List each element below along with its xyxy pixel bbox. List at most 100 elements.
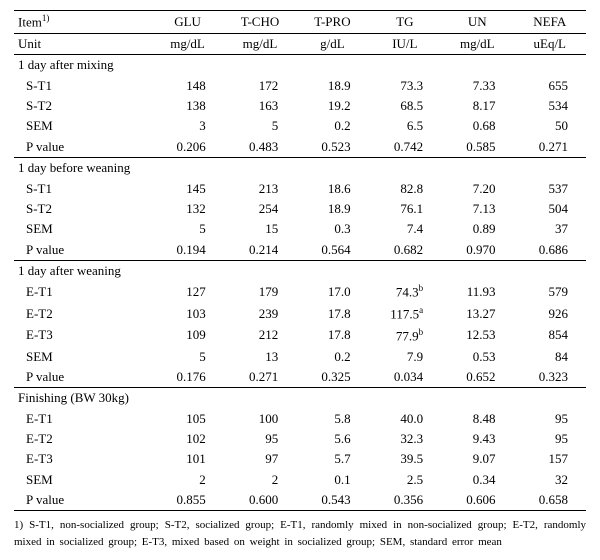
value-cell: 117.5a [369,303,441,325]
value-cell: 0.68 [441,116,513,136]
value-cell: 0.543 [296,490,368,511]
blood-parameter-table: Item1) GLU T-CHO T-PRO TG UN NEFA Unit m… [14,10,586,511]
value-cell: 0.214 [224,239,296,260]
value-cell: 179 [224,281,296,303]
value-cell: 534 [514,96,586,116]
value-cell: 76.1 [369,199,441,219]
row-label: E-T1 [14,281,151,303]
value-cell: 18.9 [296,75,368,95]
section-title: 1 day after weaning [14,260,586,281]
table-row: S-T114817218.973.37.33655 [14,75,586,95]
table-row: E-T2102955.632.39.4395 [14,429,586,449]
value-cell: 102 [151,429,223,449]
value-cell: 504 [514,199,586,219]
value-cell: 172 [224,75,296,95]
value-cell: 0.483 [224,137,296,158]
value-cell: 9.07 [441,449,513,469]
value-cell: 17.0 [296,281,368,303]
value-cell: 0.855 [151,490,223,511]
value-cell: 0.271 [514,137,586,158]
value-cell: 0.658 [514,490,586,511]
value-cell: 579 [514,281,586,303]
unit-cell: mg/dL [224,33,296,54]
value-cell: 854 [514,325,586,347]
value-cell: 7.33 [441,75,513,95]
section-title: 1 day before weaning [14,157,586,178]
value-cell: 0.3 [296,219,368,239]
value-cell: 0.1 [296,470,368,490]
value-cell: 148 [151,75,223,95]
section-title-row: Finishing (BW 30kg) [14,388,586,409]
value-cell: 0.742 [369,137,441,158]
value-cell: 18.6 [296,178,368,198]
row-label: S-T1 [14,75,151,95]
unit-cell: mg/dL [151,33,223,54]
value-cell: 5 [151,346,223,366]
row-label: SEM [14,219,151,239]
value-cell: 40.0 [369,408,441,428]
value-cell: 9.43 [441,429,513,449]
value-cell: 105 [151,408,223,428]
table-row: E-T310921217.877.9b12.53854 [14,325,586,347]
table-row: SEM220.12.50.3432 [14,470,586,490]
unit-label: Unit [14,33,151,54]
header-item: Item1) [14,11,151,34]
value-cell: 50 [514,116,586,136]
value-cell: 11.93 [441,281,513,303]
value-cell: 0.89 [441,219,513,239]
value-cell: 0.970 [441,239,513,260]
row-label: SEM [14,346,151,366]
value-cell: 2.5 [369,470,441,490]
value-cell: 103 [151,303,223,325]
table-row: SEM5130.27.90.5384 [14,346,586,366]
value-cell: 145 [151,178,223,198]
header-col: GLU [151,11,223,34]
value-cell: 39.5 [369,449,441,469]
row-label: SEM [14,116,151,136]
value-cell: 2 [151,470,223,490]
row-label: P value [14,239,151,260]
table-header-row: Item1) GLU T-CHO T-PRO TG UN NEFA [14,11,586,34]
row-label: P value [14,367,151,388]
value-cell: 8.17 [441,96,513,116]
value-superscript: b [419,283,424,293]
unit-cell: IU/L [369,33,441,54]
value-cell: 163 [224,96,296,116]
table-row: P value0.1760.2710.3250.0340.6520.323 [14,367,586,388]
value-cell: 0.600 [224,490,296,511]
row-label: E-T2 [14,429,151,449]
row-label: S-T2 [14,199,151,219]
table-row: S-T213816319.268.58.17534 [14,96,586,116]
value-cell: 100 [224,408,296,428]
value-cell: 239 [224,303,296,325]
value-cell: 0.53 [441,346,513,366]
table-row: S-T213225418.976.17.13504 [14,199,586,219]
table-row: E-T11051005.840.08.4895 [14,408,586,428]
value-cell: 254 [224,199,296,219]
row-label: E-T2 [14,303,151,325]
value-cell: 13.27 [441,303,513,325]
value-cell: 138 [151,96,223,116]
value-cell: 0.652 [441,367,513,388]
value-cell: 7.4 [369,219,441,239]
value-cell: 0.686 [514,239,586,260]
value-cell: 537 [514,178,586,198]
value-cell: 73.3 [369,75,441,95]
section-title-row: 1 day before weaning [14,157,586,178]
value-cell: 101 [151,449,223,469]
value-cell: 6.5 [369,116,441,136]
row-label: E-T1 [14,408,151,428]
value-cell: 74.3b [369,281,441,303]
table-row: P value0.1940.2140.5640.6820.9700.686 [14,239,586,260]
value-cell: 17.8 [296,303,368,325]
value-cell: 12.53 [441,325,513,347]
value-cell: 15 [224,219,296,239]
value-cell: 13 [224,346,296,366]
value-cell: 213 [224,178,296,198]
value-cell: 5.7 [296,449,368,469]
value-cell: 5.8 [296,408,368,428]
header-col: TG [369,11,441,34]
value-cell: 77.9b [369,325,441,347]
value-cell: 68.5 [369,96,441,116]
value-cell: 5.6 [296,429,368,449]
